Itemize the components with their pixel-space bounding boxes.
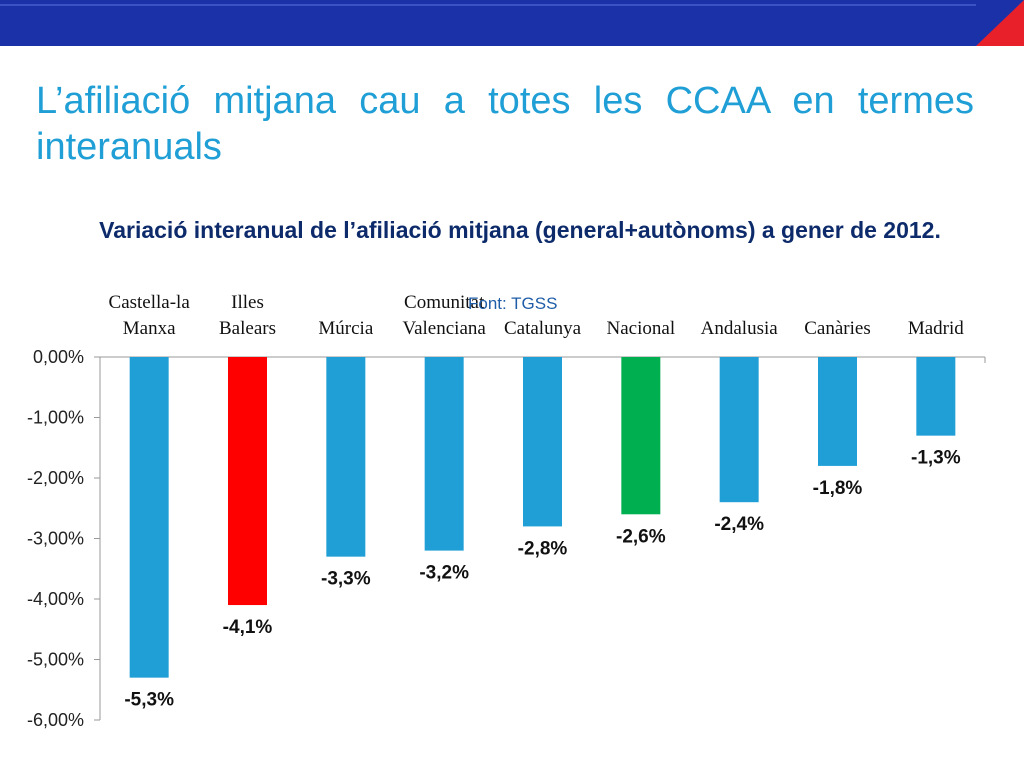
y-tick-label: -4,00%	[27, 589, 84, 609]
slide-title: L’afiliació mitjana cau a totes les CCAA…	[36, 80, 974, 168]
category-label: Madrid	[908, 318, 964, 339]
y-tick-label: -3,00%	[27, 529, 84, 549]
data-label: -5,3%	[124, 690, 174, 711]
header-bar-fill	[0, 0, 1024, 46]
bar	[523, 357, 562, 527]
category-label: Catalunya	[504, 318, 582, 339]
category-label: Comunitat	[404, 292, 485, 313]
category-label: Manxa	[123, 318, 176, 339]
data-label: -2,8%	[518, 538, 568, 559]
bar	[916, 357, 956, 436]
category-labels: Castella-la Manxa Illes Balears Múrcia Comuni…	[109, 292, 965, 339]
category-label: Illes	[231, 292, 264, 313]
bar	[424, 357, 464, 551]
category-label: Nacional	[607, 318, 676, 339]
y-tick-label: -6,00%	[27, 710, 84, 730]
data-label: -1,3%	[911, 448, 961, 469]
bar	[326, 357, 366, 557]
bar	[228, 357, 267, 606]
y-tick-label: -5,00%	[27, 650, 84, 670]
y-tick-label: -1,00%	[27, 408, 84, 428]
header-bar	[0, 0, 1024, 46]
header-corner-fold	[976, 0, 1024, 46]
category-label: Múrcia	[318, 318, 373, 339]
data-label: -4,1%	[223, 617, 273, 638]
category-label: Castella-la	[109, 292, 191, 313]
bar	[621, 357, 661, 515]
chart-source: Font: TGSS	[468, 294, 558, 313]
category-label: Valenciana	[402, 318, 486, 339]
data-label: -3,2%	[419, 563, 469, 584]
data-label: -2,4%	[714, 514, 764, 535]
data-label: -3,3%	[321, 569, 371, 590]
bars	[129, 357, 956, 678]
category-label: Balears	[219, 318, 276, 339]
data-label: -1,8%	[813, 478, 863, 499]
chart-title: Variació interanual de l’afiliació mitja…	[99, 217, 941, 243]
bar	[818, 357, 857, 466]
category-label: Canàries	[804, 318, 870, 339]
bar	[129, 357, 169, 678]
category-label: Andalusia	[701, 318, 779, 339]
data-label: -2,6%	[616, 526, 666, 547]
data-labels: -5,3% -4,1% -3,3% -3,2% -2,8% -2,6% -2,4% -1,8%…	[124, 448, 960, 711]
y-tick-label: -2,00%	[27, 468, 84, 488]
y-tick-label: 0,00%	[33, 347, 84, 367]
bar	[719, 357, 759, 503]
